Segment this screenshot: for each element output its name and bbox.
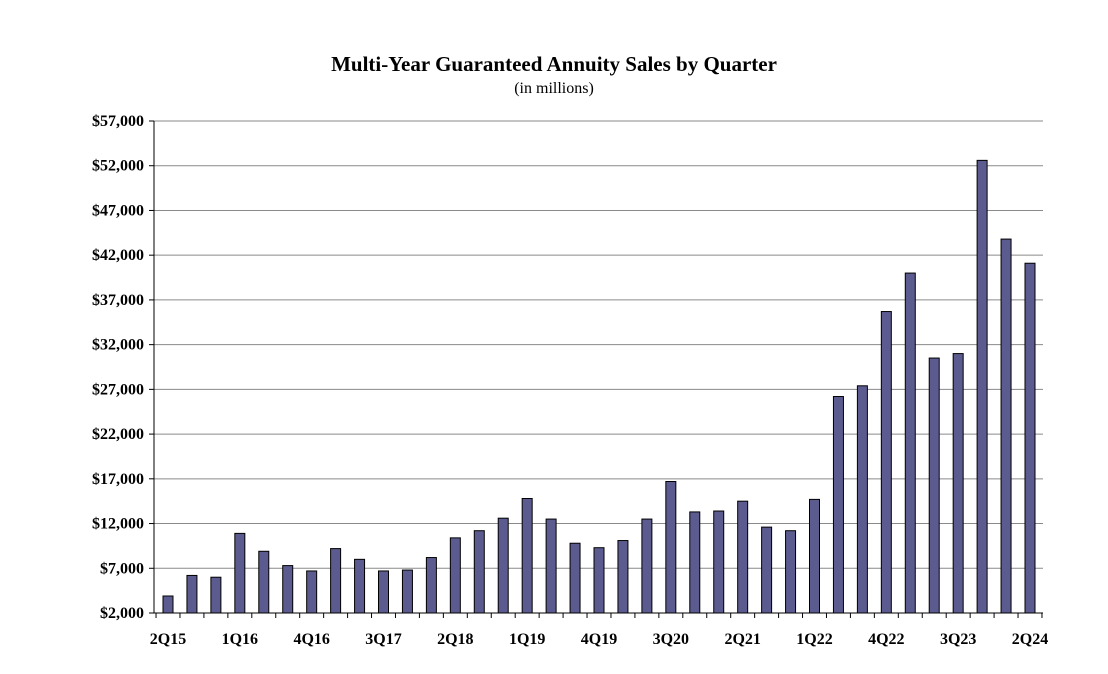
bar-2Q24: [1024, 262, 1036, 614]
x-tick-label: 3Q17: [365, 631, 401, 648]
x-tick-label: 1Q16: [222, 631, 258, 648]
y-tick-label: $37,000: [92, 292, 144, 309]
chart-subtitle: (in millions): [514, 80, 594, 97]
x-tick-label: 2Q18: [437, 631, 473, 648]
bar-3Q18: [473, 530, 485, 614]
y-tick-label: $27,000: [92, 381, 144, 398]
y-tick-label: $22,000: [92, 426, 144, 443]
bar-4Q18: [497, 517, 509, 614]
x-tick-label: 1Q22: [796, 631, 832, 648]
bar-4Q19: [593, 547, 605, 614]
y-tick-label: $17,000: [92, 471, 144, 488]
bar-2Q19: [545, 518, 557, 614]
bar-4Q21: [785, 530, 797, 614]
y-tick-label: $7,000: [100, 560, 144, 577]
x-tick-label: 3Q23: [940, 631, 976, 648]
x-tick-label: 4Q19: [581, 631, 617, 648]
x-tick-label: 4Q22: [868, 631, 904, 648]
x-tick-label: 4Q16: [293, 631, 329, 648]
bar-3Q15: [186, 574, 198, 614]
bar-1Q19: [521, 498, 533, 614]
bar-3Q20: [665, 481, 677, 614]
bar-2Q22: [832, 396, 844, 614]
bar-4Q20: [689, 511, 701, 614]
bar-3Q23: [952, 353, 964, 614]
bar-2Q20: [641, 518, 653, 614]
x-tick-labels: 2Q15 1Q16 4Q16 3Q17 2Q18 1Q19 4Q19 3Q20 2Q21 1Q22…: [150, 631, 1048, 648]
y-tick-label: $32,000: [92, 337, 144, 354]
bar-1Q22: [809, 498, 820, 614]
axes: [149, 120, 1043, 618]
y-tick-label: $57,000: [92, 113, 144, 130]
bar-3Q21: [761, 526, 773, 614]
x-tick-label: 3Q20: [653, 631, 689, 648]
bar-2Q15: [162, 595, 174, 614]
bar-4Q17: [401, 569, 413, 614]
bar-3Q17: [378, 570, 389, 614]
x-tick-label: 1Q19: [509, 631, 545, 648]
bar-3Q22: [856, 385, 868, 614]
y-tick-label: $47,000: [92, 202, 144, 219]
bar-4Q16: [306, 570, 318, 614]
bars: [162, 159, 1036, 614]
bar-2Q17: [354, 558, 366, 614]
bar-2Q16: [258, 550, 270, 614]
bar-4Q22: [880, 311, 892, 614]
bar-1Q21: [713, 510, 725, 614]
y-tick-label: $12,000: [92, 516, 144, 533]
x-tick-label: 2Q15: [150, 631, 186, 648]
bar-4Q15: [210, 576, 222, 614]
bar-1Q17: [330, 548, 342, 614]
bar-2Q21: [737, 500, 749, 614]
y-tick-label: $2,000: [100, 605, 144, 622]
bar-2Q23: [928, 357, 940, 614]
bar-3Q16: [282, 565, 294, 614]
bar-1Q16: [234, 532, 246, 614]
bar-3Q19: [569, 542, 581, 614]
x-tick-label: 2Q21: [724, 631, 760, 648]
bar-1Q20: [617, 540, 629, 614]
y-tick-label: $52,000: [92, 158, 144, 175]
bar-1Q23: [904, 272, 916, 614]
y-tick-labels: $2,000 $7,000 $12,000 $17,000 $22,000 $27,000…: [92, 113, 144, 622]
bar-2Q18: [449, 537, 461, 614]
bar-4Q23: [976, 159, 988, 614]
bar-1Q18: [425, 557, 437, 614]
y-tick-label: $42,000: [92, 247, 144, 264]
chart-title: Multi-Year Guaranteed Annuity Sales by Q…: [331, 52, 777, 76]
x-tick-label: 2Q24: [1012, 631, 1048, 648]
bar-1Q24: [1000, 238, 1012, 614]
